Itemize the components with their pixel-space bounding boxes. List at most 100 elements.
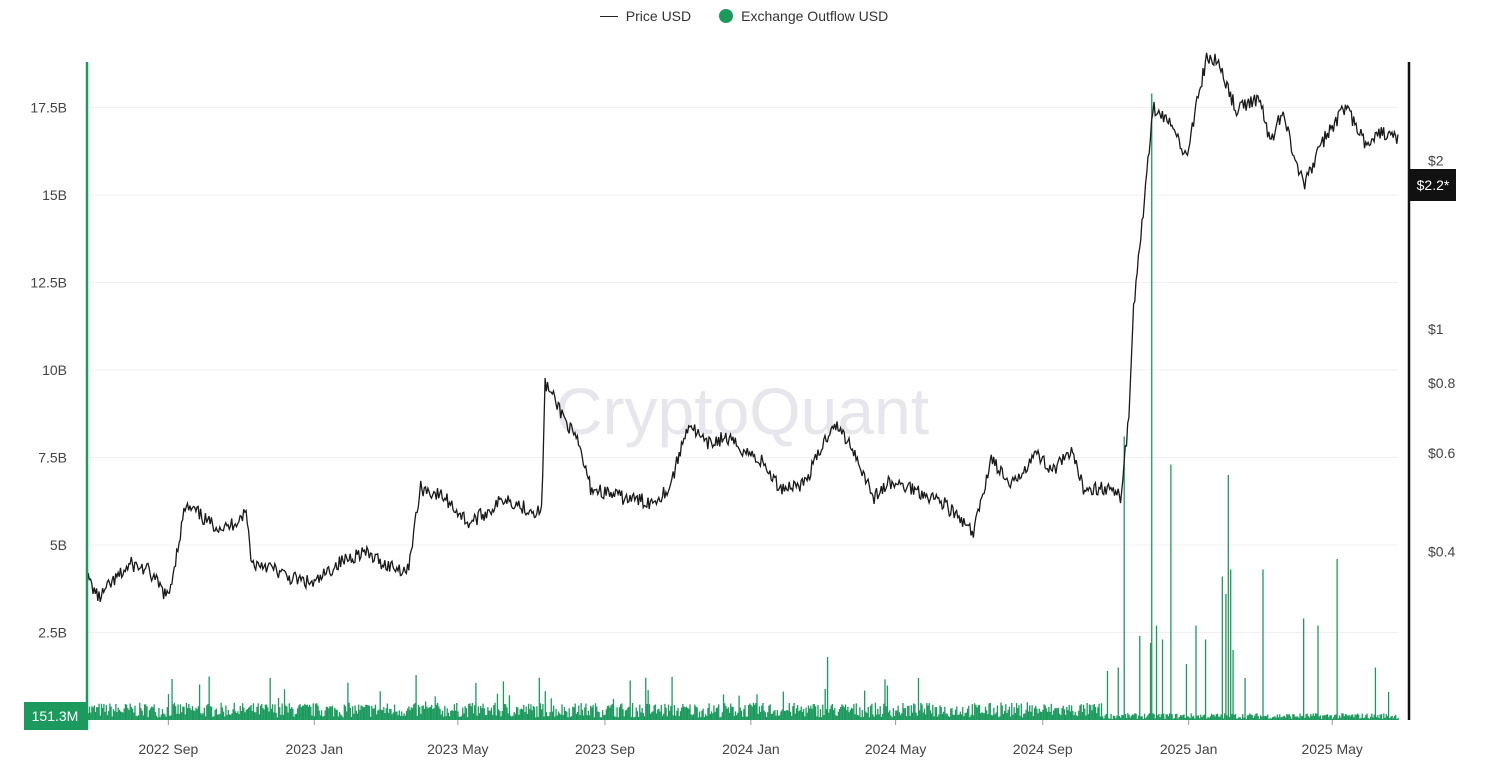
outflow-bar <box>1239 717 1241 720</box>
outflow-bar <box>458 716 460 720</box>
outflow-bar <box>359 710 361 720</box>
outflow-bar <box>348 702 350 720</box>
outflow-bar <box>1106 671 1109 720</box>
outflow-bar <box>594 703 597 720</box>
outflow-bar <box>1110 713 1112 720</box>
outflow-bar <box>909 715 911 720</box>
outflow-bar <box>1316 713 1318 720</box>
outflow-bar <box>786 710 788 720</box>
outflow-bar <box>1288 714 1290 720</box>
outflow-bar <box>765 716 768 720</box>
outflow-bar <box>872 714 874 720</box>
outflow-bar <box>148 710 151 720</box>
outflow-bar <box>361 706 363 720</box>
outflow-bar <box>1133 714 1135 720</box>
outflow-bar <box>474 705 476 720</box>
outflow-bar <box>244 712 246 720</box>
outflow-bar <box>995 712 997 720</box>
outflow-bar <box>521 709 524 720</box>
outflow-bar <box>800 706 802 720</box>
outflow-bar <box>163 713 165 720</box>
outflow-bar <box>378 709 380 720</box>
outflow-bar <box>287 712 289 720</box>
outflow-bar <box>323 716 325 720</box>
outflow-bar <box>1167 716 1170 720</box>
outflow-bar <box>511 716 513 720</box>
outflow-bar <box>587 710 589 720</box>
outflow-bar <box>820 717 823 720</box>
outflow-bar <box>1121 714 1123 720</box>
outflow-bar <box>1190 713 1192 720</box>
outflow-bar <box>125 704 128 720</box>
outflow-bar <box>824 688 826 720</box>
outflow-bar <box>258 714 261 720</box>
outflow-bar <box>905 716 908 720</box>
outflow-bar <box>202 713 204 720</box>
outflow-bar <box>777 715 780 720</box>
outflow-bar <box>795 708 798 720</box>
outflow-bar <box>726 708 728 720</box>
outflow-bar <box>873 716 875 720</box>
outflow-bar <box>649 713 652 720</box>
outflow-bar <box>414 703 416 720</box>
outflow-bar <box>194 710 196 720</box>
outflow-bar <box>1013 707 1015 720</box>
outflow-bar <box>803 709 805 720</box>
outflow-bar <box>832 710 835 720</box>
outflow-bar <box>1276 714 1278 720</box>
outflow-bar <box>200 712 202 720</box>
outflow-bar <box>933 716 935 720</box>
outflow-bar <box>1116 715 1118 720</box>
grid-lines <box>87 107 1398 633</box>
outflow-bar <box>697 717 700 720</box>
legend-item-price[interactable]: Price USD <box>599 8 692 24</box>
outflow-bar <box>997 717 1000 720</box>
outflow-bar <box>198 684 201 720</box>
outflow-bar <box>273 712 275 720</box>
outflow-bar <box>137 715 140 720</box>
outflow-bar <box>252 703 255 720</box>
outflow-bar <box>659 711 661 720</box>
x-axis-tick-label: 2024 Jan <box>722 741 780 757</box>
legend-item-outflow[interactable]: Exchange Outflow USD <box>719 8 888 24</box>
outflow-bar <box>860 717 862 720</box>
outflow-bar <box>599 717 601 720</box>
outflow-bar <box>1143 713 1146 720</box>
outflow-bar <box>188 703 190 720</box>
outflow-bar <box>1337 718 1339 720</box>
outflow-bar <box>1270 718 1273 720</box>
outflow-bar <box>1206 718 1208 720</box>
outflow-bar <box>1104 715 1106 720</box>
outflow-bar <box>262 708 264 720</box>
outflow-bar <box>665 707 667 720</box>
outflow-bar <box>1356 713 1359 720</box>
outflow-bar <box>524 712 526 720</box>
outflow-bar <box>1297 716 1299 720</box>
outflow-bar <box>952 714 954 720</box>
outflow-bar <box>591 707 593 720</box>
outflow-bar <box>753 704 756 720</box>
outflow-bar <box>172 704 174 720</box>
legend-price-label: Price USD <box>625 8 692 24</box>
outflow-bar <box>788 703 790 720</box>
outflow-bar <box>823 715 825 720</box>
outflow-bar <box>903 708 905 720</box>
outflow-bar <box>942 711 945 720</box>
outflow-bar <box>934 707 936 720</box>
outflow-bar <box>1092 704 1094 720</box>
outflow-bar <box>322 716 324 720</box>
right-axis-tick-label: $0.4 <box>1428 544 1455 560</box>
outflow-bar <box>220 702 222 720</box>
outflow-bar <box>1241 714 1244 720</box>
outflow-bar <box>114 711 116 720</box>
outflow-bar <box>1362 718 1365 720</box>
outflow-bar <box>402 715 404 720</box>
outflow-bar <box>416 715 418 720</box>
outflow-bar <box>1204 639 1207 720</box>
outflow-bar <box>91 706 93 720</box>
outflow-bar <box>593 717 595 720</box>
outflow-bar <box>112 709 115 720</box>
outflow-bar <box>704 714 707 720</box>
outflow-bar <box>1125 718 1128 720</box>
